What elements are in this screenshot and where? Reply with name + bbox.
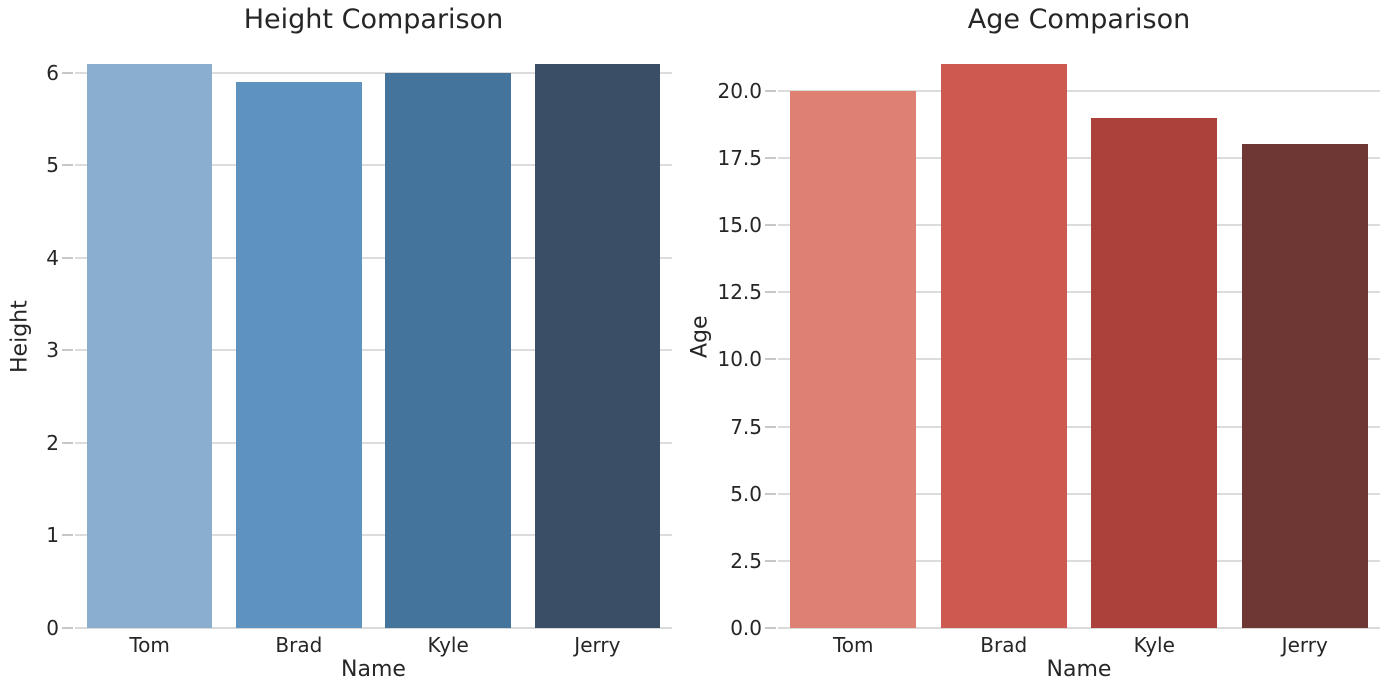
y-tick-label: 5.0: [730, 481, 762, 506]
y-tick-mark: [62, 71, 73, 74]
bar-jerry: [1241, 144, 1368, 628]
plot-area: [75, 45, 672, 629]
x-tick-labels: Tom Brad Kyle Jerry: [778, 633, 1380, 657]
y-tick-label: 12.5: [717, 280, 762, 305]
plot-area: [778, 45, 1380, 629]
y-tick-label: 20.0: [717, 78, 762, 103]
y-tick-label: 3: [46, 338, 59, 363]
x-tick-label: Tom: [832, 633, 874, 657]
y-tick-label: 7.5: [730, 414, 762, 439]
x-tick-label: Jerry: [574, 633, 621, 657]
x-axis-baseline: [75, 627, 672, 629]
grid-line: [75, 164, 672, 167]
y-tick-label: 2.5: [730, 548, 762, 573]
bar-brad: [236, 82, 362, 628]
y-tick-mark: [62, 256, 73, 259]
grid-line: [778, 492, 1380, 495]
bar-tom: [790, 90, 917, 628]
bar-kyle: [1091, 117, 1218, 628]
bar-slot-tom: [778, 45, 929, 628]
y-tick-label: 15.0: [717, 213, 762, 237]
bar-slot-jerry: [1230, 45, 1381, 628]
x-tick-label: Brad: [980, 633, 1028, 657]
y-tick-mark: [765, 492, 776, 495]
bar-brad: [940, 63, 1067, 628]
y-tick-label: 0: [46, 616, 59, 640]
bar-slot-kyle: [374, 45, 523, 628]
y-tick-mark: [765, 358, 776, 361]
x-tick-label: Brad: [275, 633, 323, 657]
x-tick-label: Kyle: [427, 633, 469, 657]
y-tick-mark: [765, 425, 776, 428]
grid-line: [75, 349, 672, 352]
x-tick-label: Jerry: [1281, 633, 1328, 657]
bar-slot-kyle: [1079, 45, 1230, 628]
grid-line: [778, 425, 1380, 428]
grid-line: [778, 559, 1380, 562]
x-tick-labels: Tom Brad Kyle Jerry: [75, 633, 672, 657]
bar-group: [75, 45, 672, 628]
y-tick-mark: [765, 89, 776, 92]
y-tick-label: 0.0: [730, 616, 762, 640]
bar-group: [778, 45, 1380, 628]
grid-line: [778, 156, 1380, 159]
x-axis-label: Name: [1046, 657, 1112, 682]
y-tick-mark: [62, 164, 73, 167]
bar-jerry: [534, 63, 661, 628]
bar-slot-jerry: [523, 45, 672, 628]
y-tick-label: 1: [46, 523, 59, 548]
x-tick-label: Kyle: [1133, 633, 1175, 657]
y-tick-mark: [765, 156, 776, 159]
y-tick-mark: [62, 534, 73, 537]
grid-line: [75, 256, 672, 259]
bar-slot-brad: [224, 45, 373, 628]
grid-line: [75, 534, 672, 537]
bar-slot-brad: [929, 45, 1080, 628]
grid-line: [778, 224, 1380, 227]
y-tick-mark: [62, 349, 73, 352]
y-tick-label: 10.0: [717, 347, 762, 372]
y-tick-mark: [765, 559, 776, 562]
grid-line: [778, 358, 1380, 361]
y-tick-label: 6: [46, 60, 59, 85]
bar-kyle: [385, 72, 511, 628]
y-tick-mark: [62, 441, 73, 444]
y-tick-label: 5: [46, 153, 59, 178]
y-tick-label: 17.5: [717, 145, 762, 170]
grid-line: [75, 71, 672, 74]
grid-line: [778, 291, 1380, 294]
grid-line: [778, 89, 1380, 92]
y-tick-label: 4: [46, 245, 59, 270]
y-axis-label: Age: [687, 315, 713, 358]
bar-tom: [86, 63, 213, 628]
x-axis-label: Name: [341, 657, 406, 682]
grid-line: [75, 441, 672, 444]
y-tick-label: 2: [46, 430, 59, 455]
y-tick-mark: [62, 627, 73, 629]
bar-slot-tom: [75, 45, 224, 628]
chart-title: Age Comparison: [967, 4, 1191, 35]
x-axis-baseline: [778, 627, 1380, 629]
y-tick-mark: [765, 627, 776, 629]
chart-title: Height Comparison: [243, 4, 504, 35]
y-tick-mark: [765, 291, 776, 294]
x-tick-label: Tom: [129, 633, 170, 657]
y-tick-mark: [765, 224, 776, 226]
